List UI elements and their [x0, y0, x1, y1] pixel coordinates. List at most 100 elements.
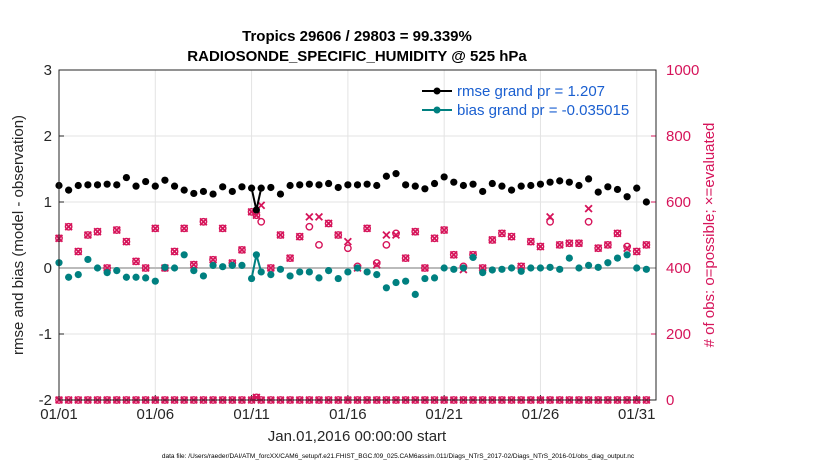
rmse-point: [276, 190, 285, 198]
bias-point: [170, 264, 179, 272]
cross-stroke: [93, 227, 102, 236]
cross-stroke: [430, 234, 439, 243]
count-evaluated-marker: [584, 204, 593, 213]
y-tick-label-left: 3: [44, 62, 52, 79]
count-evaluated-marker: [218, 224, 227, 233]
count-evaluated-marker: [632, 247, 641, 256]
tick-layer: 01/01 01/06 01/11 01/16 01/21 01/26 01/31 -2 -1 0…: [39, 62, 700, 423]
rmse-point: [286, 181, 294, 190]
rmse-point: [180, 186, 188, 194]
rmse-point: [575, 181, 583, 190]
cross-stroke: [497, 229, 506, 238]
rmse-point: [421, 185, 429, 193]
legend: rmse grand pr = 1.207 bias grand pr = -0…: [422, 83, 629, 119]
rmse-point: [633, 184, 641, 192]
cross-stroke: [334, 230, 343, 240]
bias-point: [228, 261, 236, 269]
count-evaluated-marker: [411, 227, 420, 236]
rmse-point: [527, 181, 535, 190]
y-tick-label-right: 400: [666, 260, 691, 277]
count-possible-marker: [546, 217, 554, 226]
grid: [58, 69, 657, 401]
bias-point: [623, 251, 631, 259]
rmse-point: [440, 173, 448, 181]
bias-point: [507, 264, 516, 272]
y-tick-label-left: 2: [44, 128, 52, 145]
count-evaluated-marker: [151, 224, 160, 233]
rmse-point: [623, 193, 631, 201]
count-possible-marker: [430, 234, 439, 243]
count-evaluated-marker: [237, 245, 246, 254]
count-possible-marker: [421, 264, 429, 272]
count-evaluated-marker: [266, 263, 275, 273]
rmse-point: [392, 170, 400, 178]
cross-stroke: [382, 230, 391, 240]
cross-stroke: [237, 245, 246, 254]
count-possible-marker: [112, 226, 121, 234]
count-evaluated-marker: [74, 247, 83, 256]
count-possible-marker: [74, 247, 83, 256]
legend-bias-label: bias grand pr = -0.035015: [457, 102, 629, 119]
bias-point: [594, 263, 602, 271]
count-evaluated-marker: [401, 254, 410, 263]
count-possible-marker: [584, 217, 593, 226]
count-possible-marker: [83, 231, 92, 239]
y-tick-label-left: -2: [39, 392, 52, 409]
cross-stroke: [440, 226, 449, 235]
count-possible-marker: [613, 229, 622, 238]
cross-stroke: [324, 219, 333, 228]
bias-point: [315, 274, 323, 282]
rmse-point: [498, 182, 506, 190]
count-evaluated-marker: [555, 240, 564, 249]
count-possible-marker: [122, 237, 131, 246]
rmse-point: [536, 180, 545, 188]
bias-point: [363, 268, 371, 276]
rmse-point: [334, 183, 342, 192]
count-evaluated-marker: [430, 234, 439, 243]
count-evaluated-marker: [314, 212, 324, 221]
cross-stroke: [199, 217, 208, 226]
cross-stroke: [83, 230, 92, 240]
bias-point: [498, 265, 506, 273]
y-tick-label-right: 1000: [666, 62, 699, 79]
cross-stroke: [623, 244, 632, 253]
count-possible-marker: [199, 217, 208, 226]
bias-point: [334, 274, 342, 283]
bias-point: [584, 261, 593, 269]
y-tick-label-left: -1: [39, 326, 52, 343]
rmse-point: [363, 180, 371, 188]
rmse-point: [161, 176, 169, 184]
bias-point: [93, 264, 102, 272]
bias-point: [113, 267, 121, 275]
bias-point: [219, 263, 227, 271]
cross-stroke: [449, 250, 458, 259]
count-possible-marker: [401, 254, 410, 263]
count-possible-marker: [536, 242, 545, 251]
bias-point: [450, 265, 458, 273]
rmse-point: [556, 177, 564, 185]
bias-point: [325, 267, 333, 275]
cross-stroke: [526, 237, 535, 246]
count-evaluated-marker: [546, 212, 555, 221]
x-tick-label: 01/11: [233, 406, 269, 423]
rmse-point: [546, 178, 554, 186]
cross-stroke: [584, 204, 593, 213]
rmse-point: [373, 181, 381, 190]
count-possible-marker: [257, 217, 266, 226]
count-possible-marker: [594, 244, 603, 253]
count-possible-marker: [488, 236, 497, 244]
bias-point: [392, 278, 400, 287]
count-evaluated-marker: [141, 263, 150, 273]
count-evaluated-marker: [440, 226, 449, 235]
cross-stroke: [276, 230, 285, 240]
count-possible-marker: [575, 239, 583, 248]
cross-stroke: [122, 237, 131, 246]
bias-point: [575, 264, 583, 272]
x-tick-label: 01/01: [40, 406, 78, 423]
count-possible-marker: [141, 264, 150, 272]
plot-frame: [58, 69, 657, 401]
cross-stroke: [488, 235, 497, 244]
rmse-point: [142, 177, 150, 186]
y-tick-label-left: 1: [44, 194, 52, 211]
cross-stroke: [141, 263, 150, 273]
